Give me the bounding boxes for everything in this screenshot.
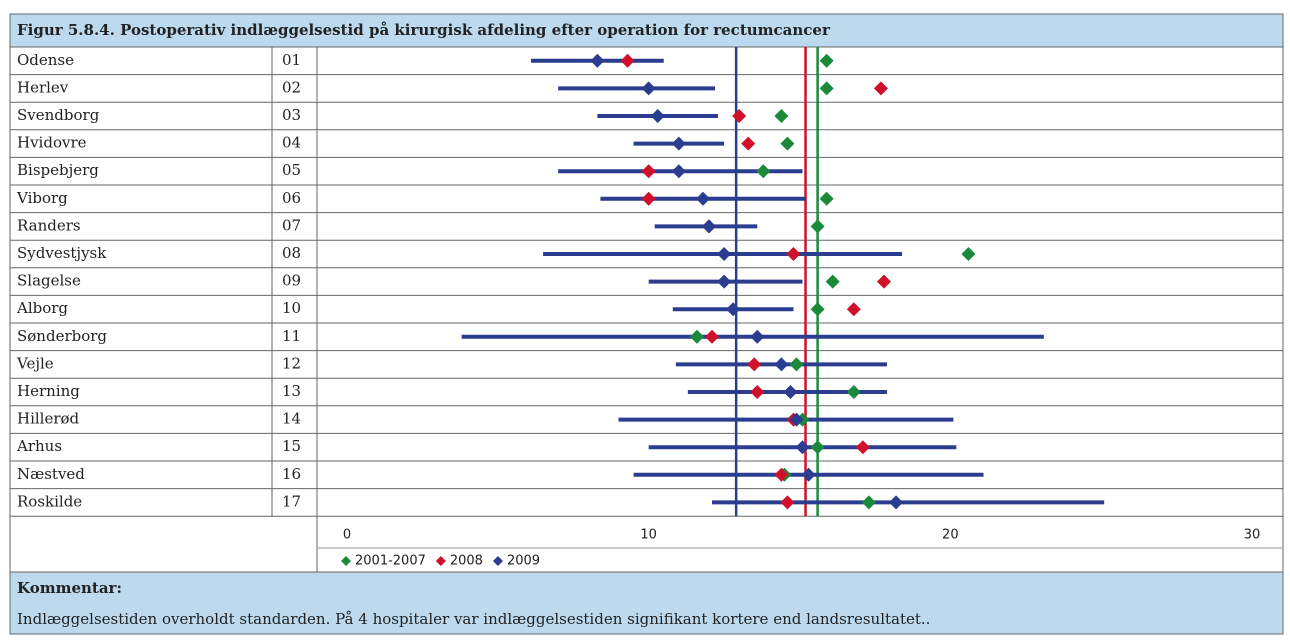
marker bbox=[780, 495, 795, 510]
marker bbox=[650, 109, 665, 123]
code-label: 16 bbox=[282, 465, 301, 483]
code-label: 14 bbox=[282, 410, 301, 428]
marker bbox=[726, 302, 741, 317]
chart-title: Figur 5.8.4. Postoperativ indlæggelsesti… bbox=[17, 21, 831, 39]
category-label: Alborg bbox=[16, 299, 68, 317]
marker bbox=[819, 191, 834, 206]
marker bbox=[786, 247, 801, 261]
category-label: Hvidovre bbox=[17, 134, 87, 152]
legend-label: 2008 bbox=[450, 554, 483, 569]
marker bbox=[789, 412, 804, 427]
title-bar bbox=[9, 13, 1284, 48]
marker bbox=[810, 219, 825, 234]
table-frame bbox=[9, 46, 1284, 573]
code-label: 13 bbox=[282, 382, 301, 400]
marker bbox=[747, 357, 762, 372]
marker bbox=[695, 191, 710, 206]
category-label: Roskilde bbox=[17, 492, 82, 510]
code-label: 06 bbox=[282, 189, 301, 207]
code-label: 11 bbox=[282, 327, 301, 345]
code-label: 05 bbox=[282, 161, 301, 179]
category-label: Sydvestjysk bbox=[17, 244, 107, 262]
marker bbox=[889, 495, 904, 510]
legend-label: 2009 bbox=[507, 554, 540, 569]
x-tick-label: 20 bbox=[942, 528, 959, 543]
category-label: Herlev bbox=[17, 78, 69, 96]
marker bbox=[717, 247, 732, 261]
code-label: 08 bbox=[282, 244, 301, 262]
marker bbox=[810, 440, 825, 455]
code-label: 12 bbox=[282, 354, 301, 372]
code-label: 01 bbox=[282, 51, 301, 69]
marker bbox=[795, 440, 810, 455]
marker bbox=[705, 329, 720, 344]
marker bbox=[750, 329, 765, 344]
marker bbox=[750, 385, 765, 399]
code-label: 15 bbox=[282, 437, 301, 455]
category-label: Slagelse bbox=[17, 272, 81, 290]
marker bbox=[620, 53, 635, 68]
x-tick-label: 0 bbox=[343, 528, 351, 543]
comment-heading: Kommentar: bbox=[17, 579, 122, 597]
marker bbox=[774, 109, 789, 123]
marker bbox=[783, 385, 798, 399]
legend-marker bbox=[341, 556, 351, 566]
category-label: Bispebjerg bbox=[17, 161, 99, 179]
marker bbox=[819, 81, 834, 96]
marker bbox=[846, 385, 861, 399]
category-label: Vejle bbox=[16, 354, 54, 372]
category-label: Odense bbox=[17, 51, 74, 69]
x-tick-label: 10 bbox=[640, 528, 657, 543]
marker bbox=[671, 136, 686, 151]
category-label: Sønderborg bbox=[17, 327, 107, 345]
category-label: Viborg bbox=[16, 189, 68, 207]
marker bbox=[774, 467, 789, 482]
marker bbox=[641, 164, 656, 179]
marker bbox=[774, 357, 789, 372]
category-label: Herning bbox=[17, 382, 80, 400]
marker bbox=[876, 274, 891, 289]
marker bbox=[855, 440, 870, 455]
marker bbox=[789, 357, 804, 372]
marker bbox=[702, 219, 716, 234]
marker bbox=[717, 274, 732, 289]
marker bbox=[671, 164, 686, 179]
category-label: Randers bbox=[17, 216, 81, 234]
marker bbox=[810, 302, 825, 317]
comment-box bbox=[9, 571, 1284, 635]
marker bbox=[590, 53, 605, 68]
marker bbox=[825, 274, 840, 289]
marker bbox=[732, 109, 747, 123]
marker bbox=[801, 467, 816, 482]
code-label: 04 bbox=[282, 134, 301, 152]
legend-label: 2001-2007 bbox=[355, 554, 426, 569]
legend-marker bbox=[435, 556, 446, 566]
marker bbox=[819, 53, 834, 68]
marker bbox=[961, 247, 976, 261]
marker bbox=[641, 81, 656, 96]
legend-marker bbox=[492, 556, 503, 566]
marker bbox=[689, 329, 704, 344]
category-label: Næstved bbox=[17, 465, 85, 483]
code-label: 07 bbox=[282, 216, 301, 234]
category-label: Hillerød bbox=[17, 410, 80, 428]
category-label: Svendborg bbox=[17, 106, 100, 124]
category-label: Arhus bbox=[16, 437, 62, 455]
code-label: 10 bbox=[282, 299, 301, 317]
marker bbox=[780, 136, 795, 151]
code-label: 17 bbox=[282, 492, 301, 510]
marker bbox=[846, 302, 861, 317]
marker bbox=[861, 495, 876, 510]
marker bbox=[756, 164, 771, 179]
code-label: 02 bbox=[282, 78, 301, 96]
marker bbox=[873, 81, 888, 96]
marker bbox=[641, 191, 656, 206]
code-label: 09 bbox=[282, 272, 301, 290]
comment-text: Indlæggelsestiden overholdt standarden. … bbox=[17, 610, 930, 628]
marker bbox=[741, 136, 756, 151]
x-tick-label: 30 bbox=[1244, 528, 1261, 543]
code-label: 03 bbox=[282, 106, 301, 124]
